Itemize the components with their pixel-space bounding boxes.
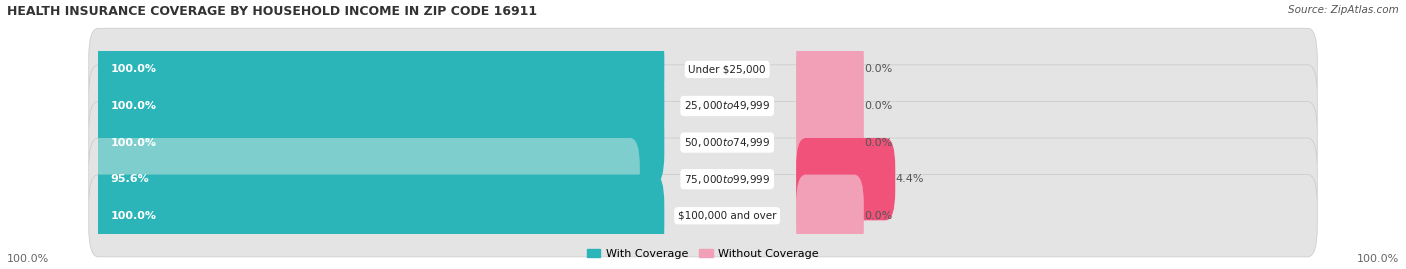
Text: 100.0%: 100.0% — [7, 254, 49, 264]
Text: 0.0%: 0.0% — [863, 211, 891, 221]
FancyBboxPatch shape — [89, 175, 664, 257]
Text: $75,000 to $99,999: $75,000 to $99,999 — [685, 173, 770, 186]
FancyBboxPatch shape — [89, 101, 1317, 184]
Text: HEALTH INSURANCE COVERAGE BY HOUSEHOLD INCOME IN ZIP CODE 16911: HEALTH INSURANCE COVERAGE BY HOUSEHOLD I… — [7, 5, 537, 18]
FancyBboxPatch shape — [89, 28, 1317, 111]
Text: $50,000 to $74,999: $50,000 to $74,999 — [685, 136, 770, 149]
Text: 100.0%: 100.0% — [1357, 254, 1399, 264]
FancyBboxPatch shape — [796, 28, 863, 111]
Text: 95.6%: 95.6% — [111, 174, 149, 184]
Text: Under $25,000: Under $25,000 — [689, 64, 766, 75]
FancyBboxPatch shape — [796, 65, 863, 147]
Text: 100.0%: 100.0% — [111, 101, 156, 111]
Text: $100,000 and over: $100,000 and over — [678, 211, 776, 221]
FancyBboxPatch shape — [796, 101, 863, 184]
Text: 0.0%: 0.0% — [863, 137, 891, 148]
Text: Source: ZipAtlas.com: Source: ZipAtlas.com — [1288, 5, 1399, 15]
Text: 100.0%: 100.0% — [111, 211, 156, 221]
FancyBboxPatch shape — [89, 175, 1317, 257]
FancyBboxPatch shape — [89, 65, 1317, 147]
FancyBboxPatch shape — [796, 175, 863, 257]
Text: $25,000 to $49,999: $25,000 to $49,999 — [685, 100, 770, 112]
FancyBboxPatch shape — [89, 101, 664, 184]
Text: 0.0%: 0.0% — [863, 64, 891, 75]
Text: 0.0%: 0.0% — [863, 101, 891, 111]
Text: 100.0%: 100.0% — [111, 64, 156, 75]
Text: 100.0%: 100.0% — [111, 137, 156, 148]
FancyBboxPatch shape — [89, 28, 664, 111]
Legend: With Coverage, Without Coverage: With Coverage, Without Coverage — [582, 245, 824, 263]
FancyBboxPatch shape — [796, 138, 896, 220]
FancyBboxPatch shape — [89, 138, 1317, 220]
Text: 4.4%: 4.4% — [896, 174, 924, 184]
FancyBboxPatch shape — [89, 138, 640, 220]
FancyBboxPatch shape — [89, 65, 664, 147]
